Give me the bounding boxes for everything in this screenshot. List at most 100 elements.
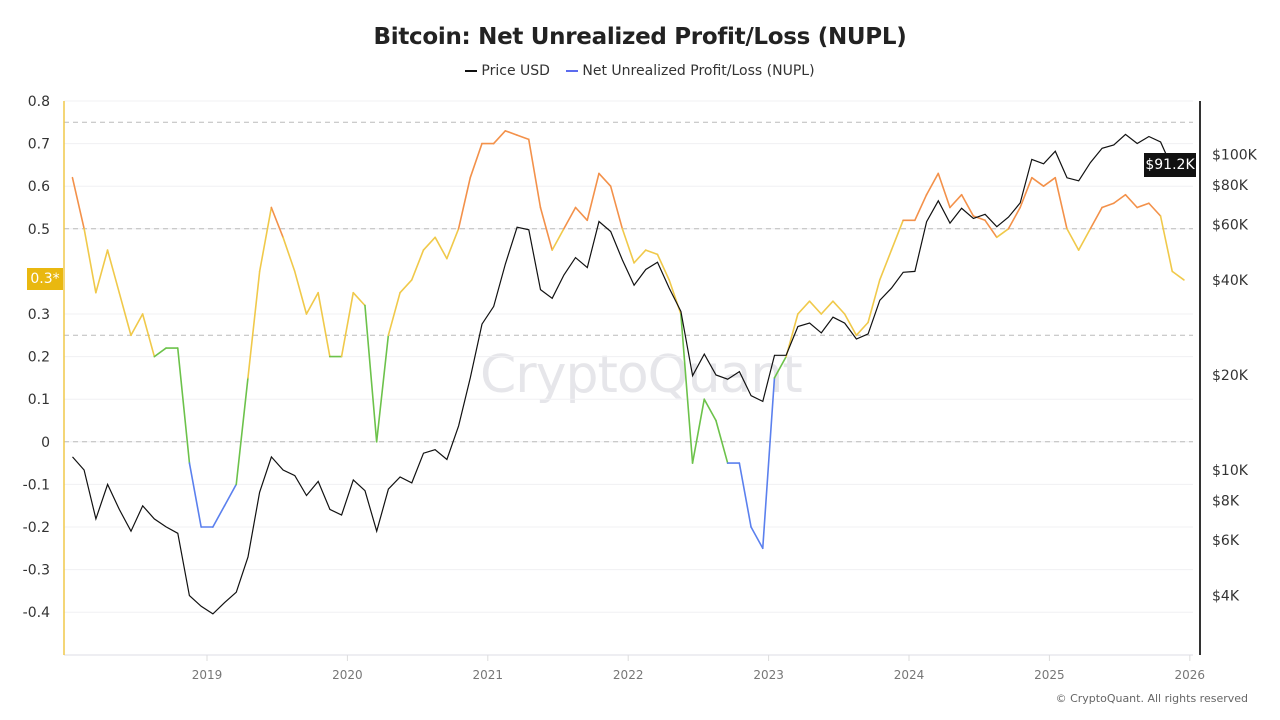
left-axis-tick: 0.5 — [28, 222, 50, 238]
left-axis-tick: 0.7 — [28, 137, 50, 153]
right-axis-tick: $8K — [1212, 494, 1240, 510]
nupl-line-segment — [972, 215, 986, 222]
nupl-line-segment — [1007, 206, 1021, 230]
left-axis-tick: -0.2 — [23, 520, 50, 536]
left-axis-tick: 0.6 — [28, 179, 50, 195]
nupl-line-segment — [153, 347, 167, 358]
nupl-line-segment — [141, 313, 156, 358]
nupl-line-segment — [1019, 176, 1033, 209]
x-axis-tick: 2019 — [192, 668, 223, 682]
nupl-line-segment — [130, 313, 144, 337]
nupl-line-segment — [293, 270, 308, 315]
x-axis-tick: 2024 — [894, 668, 925, 682]
right-axis-tick: $60K — [1212, 217, 1249, 233]
nupl-line-segment — [1077, 228, 1092, 251]
copyright-footer: © CryptoQuant. All rights reserved — [1055, 692, 1248, 705]
nupl-line-segment — [949, 193, 963, 209]
left-axis-tick: 0 — [41, 435, 50, 451]
nupl-line-segment — [598, 172, 612, 187]
left-axis-tick: 0.3 — [28, 307, 50, 323]
nupl-line-segment — [738, 462, 752, 528]
nupl-line-segment — [387, 291, 401, 337]
nupl-line-segment — [1112, 193, 1127, 205]
x-axis-tick: 2022 — [613, 668, 644, 682]
legend-swatch-price — [465, 70, 478, 72]
nupl-line-segment — [703, 398, 717, 422]
price-line — [72, 133, 1185, 615]
nupl-line-segment — [551, 228, 565, 251]
nupl-line-segment — [516, 134, 530, 141]
x-axis-tick: 2026 — [1175, 668, 1206, 682]
nupl-line-segment — [890, 219, 904, 251]
nupl-line-segment — [270, 206, 284, 239]
nupl-line-segment — [83, 228, 97, 294]
nupl-line-segment — [1066, 228, 1080, 251]
left-axis-tick: 0.1 — [28, 392, 50, 408]
nupl-line-segment — [1159, 215, 1174, 273]
nupl-line-segment — [1101, 202, 1115, 209]
nupl-line-segment — [855, 321, 869, 337]
left-axis-tick: -0.1 — [23, 477, 50, 493]
nupl-line-segment — [750, 526, 764, 550]
right-axis-tick: $80K — [1212, 178, 1249, 194]
nupl-line-segment — [188, 462, 202, 528]
nupl-line-segment — [843, 313, 858, 337]
nupl-line-segment — [71, 176, 85, 230]
x-axis-tick: 2020 — [332, 668, 363, 682]
current-price-badge: $91.2K — [1144, 153, 1196, 177]
left-axis-tick: 0.2 — [28, 350, 50, 366]
x-axis-tick: 2025 — [1034, 668, 1065, 682]
nupl-line-segment — [621, 228, 635, 264]
nupl-line-segment — [504, 130, 518, 136]
nupl-line-segment — [410, 249, 425, 281]
chart-title: Bitcoin: Net Unrealized Profit/Loss (NUP… — [373, 24, 907, 50]
right-axis-tick: $20K — [1212, 368, 1249, 384]
nupl-line-segment — [586, 172, 600, 222]
nupl-line-segment — [1148, 202, 1162, 217]
nupl-line-segment — [715, 419, 729, 464]
legend: Price USD Net Unrealized Profit/Loss (NU… — [0, 63, 1280, 79]
nupl-line-segment — [1089, 206, 1103, 230]
nupl-line-segment — [691, 398, 706, 464]
nupl-line-segment — [95, 249, 109, 294]
nupl-line-segment — [492, 130, 507, 145]
legend-swatch-nupl — [566, 70, 579, 72]
nupl-line-segment — [247, 270, 261, 379]
nupl-line-segment — [797, 300, 811, 315]
nupl-line-segment — [867, 279, 881, 324]
x-axis-tick: 2023 — [753, 668, 784, 682]
nupl-line-segment — [761, 377, 776, 550]
left-axis-tick: -0.3 — [23, 563, 50, 579]
right-axis-tick: $40K — [1212, 273, 1249, 289]
nupl-line-segment — [925, 172, 940, 196]
nupl-line-segment — [176, 347, 191, 464]
nupl-line-segment — [574, 206, 589, 222]
nupl-line-segment — [832, 300, 846, 315]
right-axis-tick: $100K — [1212, 147, 1258, 163]
nupl-line-segment — [539, 206, 553, 251]
nupl-line-segment — [680, 313, 694, 464]
left-axis-tick: -0.4 — [23, 605, 50, 621]
nupl-line-segment — [773, 355, 787, 379]
nupl-line-segment — [563, 206, 577, 230]
nupl-line-segment — [434, 236, 448, 260]
legend-item-nupl[interactable]: Net Unrealized Profit/Loss (NUPL) — [566, 63, 815, 79]
right-axis-tick: $4K — [1212, 589, 1240, 605]
legend-item-price[interactable]: Price USD — [465, 63, 550, 79]
nupl-line-segment — [995, 228, 1010, 239]
nupl-line-segment — [1124, 193, 1138, 209]
nupl-line-segment — [960, 193, 975, 217]
legend-label-nupl: Net Unrealized Profit/Loss (NUPL) — [582, 63, 815, 79]
nupl-line-segment — [808, 300, 823, 315]
legend-label-price: Price USD — [481, 63, 550, 79]
nupl-line-segment — [656, 253, 670, 281]
nupl-line-segment — [527, 138, 542, 209]
nupl-line-segment — [364, 304, 378, 443]
nupl-line-segment — [422, 236, 436, 251]
nupl-line-segment — [1042, 176, 1057, 187]
nupl-line-segment — [352, 291, 366, 307]
nupl-line-segment — [106, 249, 121, 294]
right-axis-tick: $10K — [1212, 463, 1249, 479]
nupl-line-segment — [469, 142, 483, 179]
nupl-line-segment — [446, 228, 460, 260]
